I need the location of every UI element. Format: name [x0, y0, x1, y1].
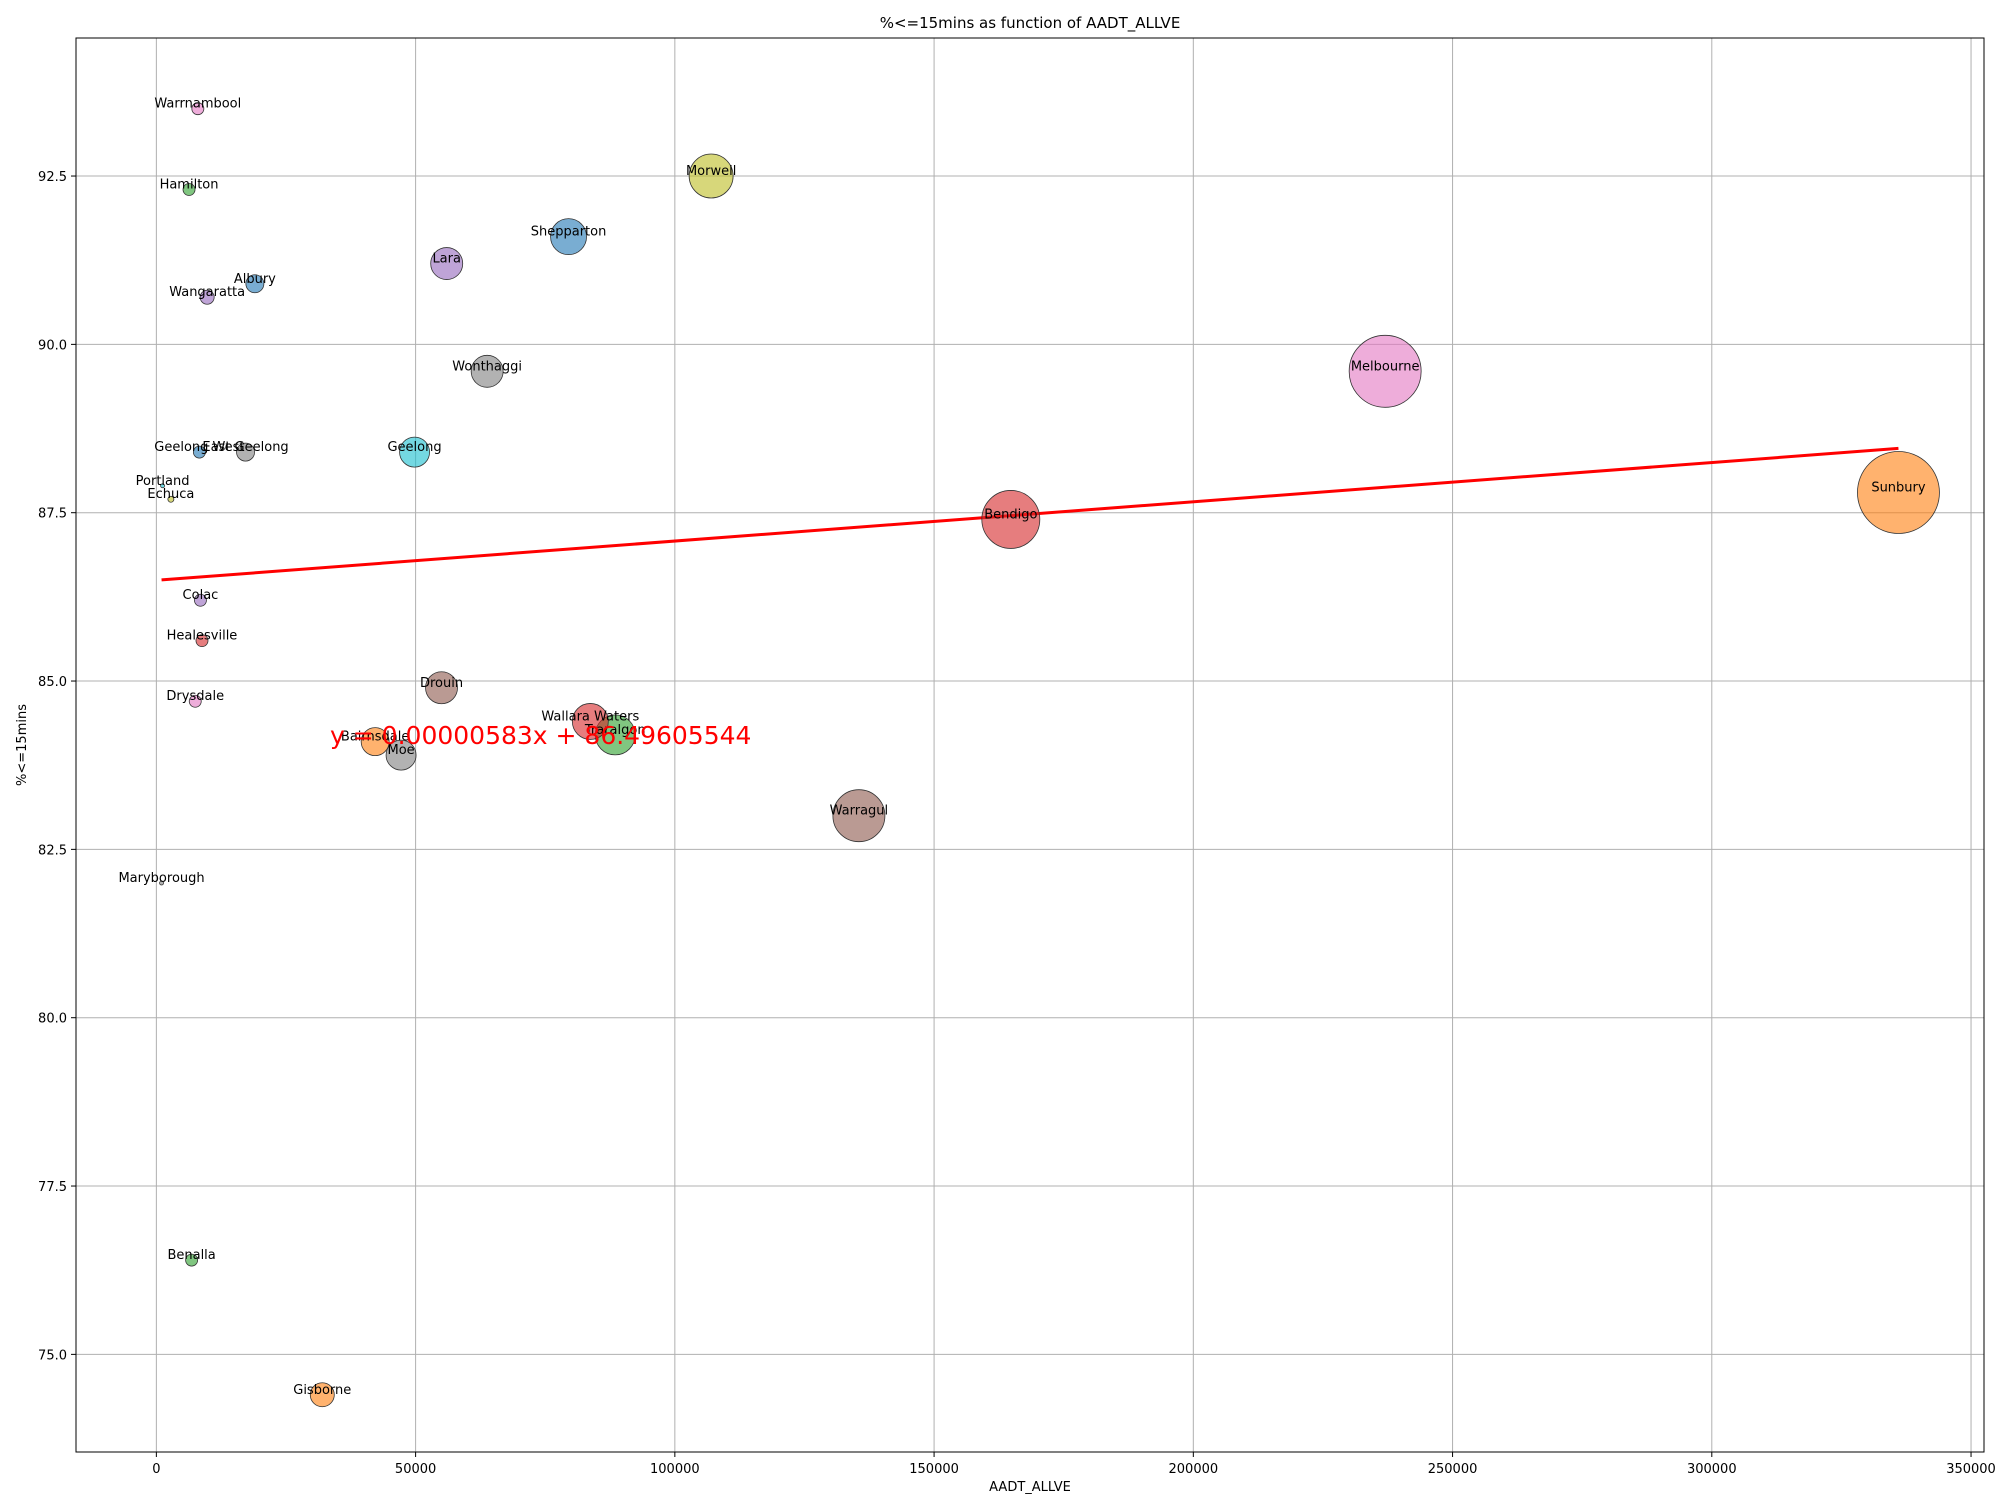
y-tick-label: 77.5: [38, 1180, 67, 1195]
point-label: Geelong: [387, 440, 441, 455]
point-label: Albury: [234, 272, 276, 287]
data-point: [194, 593, 207, 607]
data-point: [245, 274, 265, 294]
data-point: [167, 495, 175, 503]
point-label: Shepparton: [531, 225, 607, 240]
data-point: [571, 703, 609, 740]
point-label: Portland: [136, 474, 190, 489]
y-tick-label: 87.5: [38, 507, 67, 522]
point-label: Bendigo: [984, 507, 1037, 522]
trendline-equation: y = 0.00000583x + 86.49605544: [330, 721, 751, 750]
x-tick-label: 150000: [909, 1462, 959, 1477]
data-point: [195, 634, 209, 648]
data-point: [385, 739, 417, 771]
data-point: [430, 247, 464, 280]
point-label: Morwell: [686, 164, 736, 179]
data-point: [832, 789, 886, 843]
data-point: [360, 727, 390, 757]
point-label: Moe: [387, 743, 414, 758]
x-tick-label: 200000: [1169, 1462, 1219, 1477]
point-label: Echuca: [147, 487, 194, 502]
point-label: Lara: [432, 252, 461, 267]
point-label: Wangaratta: [169, 285, 245, 300]
point-label: Maryborough: [118, 871, 204, 886]
point-label: Hamilton: [160, 178, 219, 193]
data-point: [236, 442, 255, 462]
point-label: Colac: [183, 588, 219, 603]
data-point: [470, 354, 504, 388]
x-tick-label: 250000: [1428, 1462, 1478, 1477]
point-label: Drouin: [420, 676, 463, 691]
point-label: Geelong West: [154, 440, 244, 455]
chart-title: %<=15mins as function of AADT_ALLVE: [880, 14, 1181, 33]
data-point: [399, 436, 430, 468]
point-label: Melbourne: [1351, 359, 1420, 374]
point-label: Healesville: [167, 629, 238, 644]
point-label: Warragul: [830, 804, 889, 819]
data-point: [182, 183, 196, 196]
data-point: [688, 153, 734, 199]
x-tick-label: 100000: [650, 1462, 700, 1477]
point-label: Warrnambool: [154, 97, 241, 112]
data-point: [191, 102, 205, 116]
data-point: [309, 1382, 335, 1408]
data-point: [160, 483, 165, 489]
data-points: [159, 102, 1940, 1408]
x-tick-label: 50000: [395, 1462, 436, 1477]
y-tick-label: 85.0: [38, 675, 67, 690]
data-point: [1857, 451, 1940, 534]
y-axis-title: %<=15mins: [15, 704, 30, 786]
data-point: [188, 694, 202, 708]
data-point: [185, 1253, 199, 1267]
data-point: [192, 445, 206, 459]
data-point: [981, 490, 1041, 549]
x-tick-label: 350000: [1946, 1462, 1996, 1477]
data-point: [159, 880, 164, 886]
point-label: Wallara Waters: [541, 709, 639, 724]
data-point: [425, 671, 458, 705]
point-label: Wonthaggi: [452, 359, 522, 374]
point-label: Benalla: [167, 1248, 215, 1263]
plot-frame: [75, 37, 1985, 1453]
data-point: [1348, 334, 1422, 408]
point-label: Traralgon: [584, 723, 646, 738]
point-label: Gisborne: [293, 1383, 351, 1398]
point-label: Bairnsdale: [341, 730, 409, 745]
data-point: [199, 289, 215, 305]
x-axis-title: AADT_ALLVE: [989, 1480, 1071, 1495]
x-tick-label: 300000: [1687, 1462, 1737, 1477]
y-tick-label: 82.5: [38, 843, 67, 858]
point-label: Sunbury: [1871, 481, 1926, 496]
point-label: East Geelong: [202, 440, 288, 455]
y-tick-label: 92.5: [38, 170, 67, 185]
x-tick-label: 0: [152, 1462, 160, 1477]
axis-ticks: 0 50000 100000 150000 200000 250000 300000 3500…: [38, 170, 1996, 1477]
point-label: Drysdale: [166, 689, 224, 704]
y-tick-label: 75.0: [38, 1348, 67, 1363]
point-labels: Warrnambool Hamilton Morwell Shepparton Lara…: [118, 97, 1925, 1398]
data-point: [550, 218, 587, 256]
y-tick-label: 90.0: [38, 338, 67, 353]
y-tick-label: 80.0: [38, 1012, 67, 1027]
